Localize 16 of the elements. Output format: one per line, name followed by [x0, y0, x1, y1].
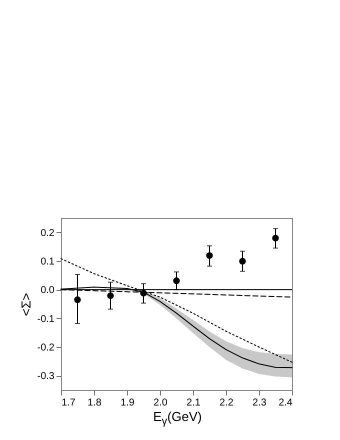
x-tick-label: 2.3	[252, 398, 267, 408]
y-tick-label: 0.1	[40, 256, 55, 268]
x-axis-title: E$_{γ}$(GeV)	[152, 409, 203, 428]
y-tick-label: -0.3	[37, 371, 55, 382]
x-tick-label: 2.0	[154, 398, 168, 408]
y-axis-title: <Σ>	[18, 292, 34, 316]
x-tick-label: 1.8	[88, 398, 102, 408]
x-tick-label: 2.1	[186, 398, 201, 408]
y-tick-label: 0.2	[40, 228, 55, 239]
x-tick-label: 2.4	[278, 398, 293, 408]
x-tick-label: 2.2	[220, 398, 234, 408]
y-tick-label: 0.0	[40, 285, 55, 296]
x-tick-label: 1.9	[120, 398, 135, 408]
y-tick-label: -0.2	[37, 342, 55, 354]
y-tick-label: -0.1	[37, 314, 55, 325]
x-tick-label: 1.7	[62, 398, 76, 408]
